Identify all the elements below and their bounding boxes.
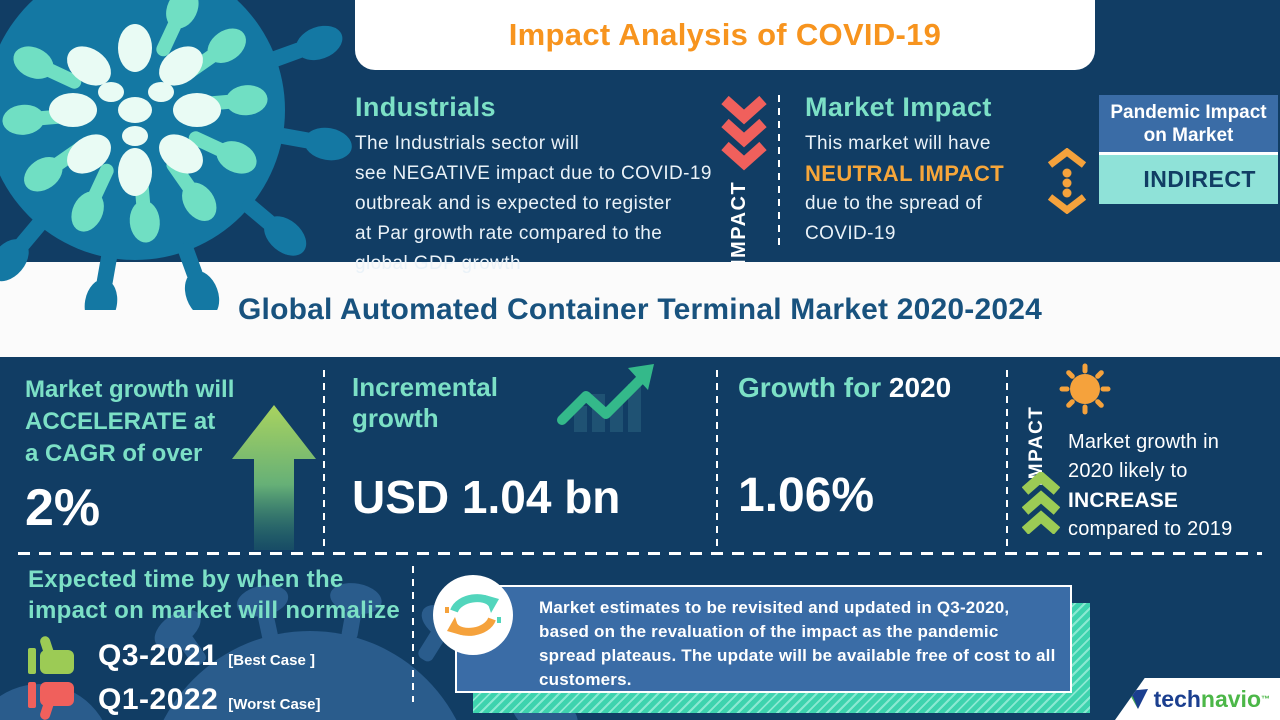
logo-text-navio: navio <box>1200 685 1261 712</box>
market-impact-line: due to the spread of <box>805 193 983 214</box>
best-case-value: Q3-2021 <box>98 639 219 672</box>
worst-case-label: [Worst Case] <box>228 695 321 713</box>
thumbs-up-icon <box>28 636 74 674</box>
normalize-section: Expected time by when the impact on mark… <box>28 564 408 720</box>
technavio-logo: tech navio ™ <box>1115 678 1280 720</box>
normalize-heading-line: Expected time by when the <box>28 566 344 593</box>
industrials-line: The Industrials sector will <box>355 133 580 154</box>
virus-illustration <box>0 0 352 310</box>
worst-case-value: Q1-2022 <box>98 683 219 716</box>
cagr-heading-line: ACCELERATE at <box>25 408 216 435</box>
cagr-heading-line: Market growth will <box>25 376 235 403</box>
impact-2020-text: Market growth in 2020 likely to INCREASE… <box>1068 428 1280 544</box>
pandemic-impact-label: Pandemic Impact on Market <box>1099 95 1278 152</box>
virus-small-icon <box>1059 363 1111 415</box>
incremental-value: USD 1.04 bn <box>352 471 621 523</box>
growth-2020-section: Growth for 2020 1.06% <box>738 372 998 523</box>
industrials-line: see NEGATIVE impact due to COVID-19 <box>355 163 712 184</box>
impact-2020-line: Market growth in <box>1068 431 1220 453</box>
market-impact-title: Market Impact <box>805 92 992 122</box>
market-title: Global Automated Container Terminal Mark… <box>238 292 1042 326</box>
impact-2020-line: 2020 likely to <box>1068 460 1188 482</box>
covid-banner: Impact Analysis of COVID-19 <box>355 0 1095 70</box>
divider-mid-1 <box>323 370 325 548</box>
note-box: Market estimates to be revisited and upd… <box>455 585 1072 693</box>
divider-mid-3 <box>1006 370 1008 548</box>
market-impact-line: COVID-19 <box>805 223 896 244</box>
incremental-heading-line: growth <box>352 403 439 433</box>
increase-highlight: INCREASE <box>1068 489 1179 512</box>
cagr-value: 2% <box>25 479 101 537</box>
banner-title: Impact Analysis of COVID-19 <box>508 17 942 52</box>
incremental-growth-section: Incremental growth USD 1.04 bn <box>352 372 692 524</box>
growth-up-arrow-icon <box>232 405 316 550</box>
best-case-label: [Best Case ] <box>228 651 315 669</box>
growth-2020-value: 1.06% <box>738 469 875 522</box>
growth-2020-year: 2020 <box>888 372 952 403</box>
thumbs-down-icon <box>28 682 74 720</box>
logo-text-tech: tech <box>1153 685 1201 712</box>
industrials-line: at Par growth rate compared to the <box>355 223 663 244</box>
technavio-arrow-icon <box>1127 689 1148 709</box>
divider-bottom <box>412 566 414 702</box>
logo-trademark: ™ <box>1261 694 1270 704</box>
neutral-impact-highlight: NEUTRAL IMPACT <box>805 161 1005 186</box>
industrials-title: Industrials <box>355 92 496 122</box>
note-text: Market estimates to be revisited and upd… <box>539 598 1056 689</box>
separator-dashed <box>18 552 1262 555</box>
pandemic-impact-panel: Pandemic Impact on Market INDIRECT <box>1099 95 1278 204</box>
cagr-heading-line: a CAGR of over <box>25 440 203 467</box>
cagr-section: Market growth will ACCELERATE at a CAGR … <box>25 374 325 538</box>
refresh-icon <box>433 575 513 655</box>
industrials-section: Industrials The Industrials sector will … <box>355 92 745 279</box>
incremental-heading-line: Incremental <box>352 372 498 402</box>
negative-impact-arrows-icon <box>721 95 767 171</box>
impact-2020-line: compared to 2019 <box>1068 518 1233 540</box>
market-impact-section: Market Impact This market will have NEUT… <box>805 92 1055 249</box>
increase-chevrons-icon <box>1022 472 1060 534</box>
pandemic-impact-value: INDIRECT <box>1099 152 1278 204</box>
divider-mid-2 <box>716 370 718 548</box>
industrials-line: outbreak and is expected to register <box>355 193 672 214</box>
neutral-impact-icon <box>1047 148 1087 214</box>
growth-2020-heading: Growth for <box>738 372 889 403</box>
trend-line-icon <box>557 364 654 432</box>
divider-top <box>778 95 780 247</box>
market-impact-line: This market will have <box>805 133 991 154</box>
normalize-heading-line: impact on market will normalize <box>28 597 401 624</box>
industrials-line: global GDP growth <box>355 253 521 274</box>
